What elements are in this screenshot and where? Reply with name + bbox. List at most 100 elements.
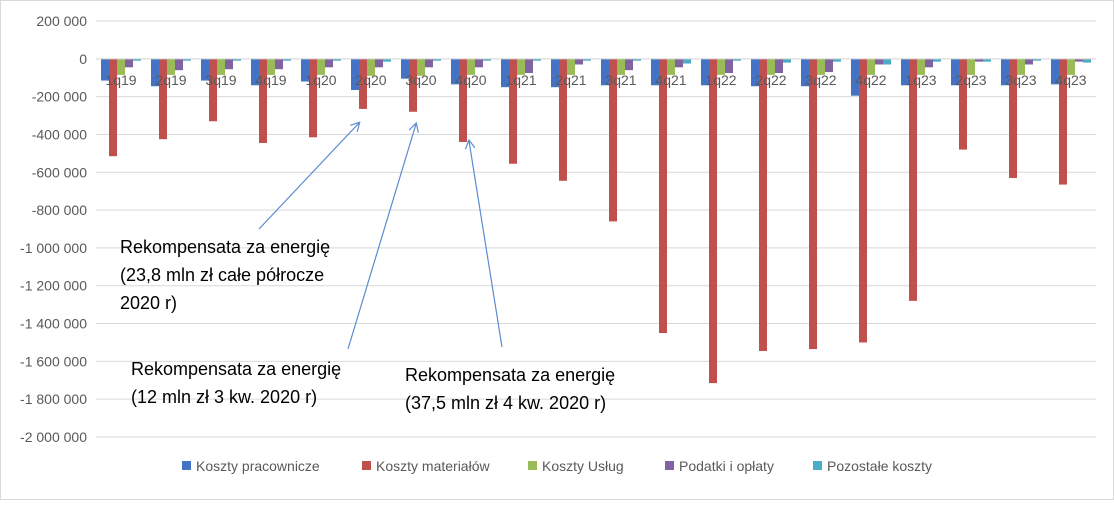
bar-koszty-materialow: [159, 58, 167, 140]
bar-koszty-pracownicze: [401, 58, 409, 79]
bar-pozostale-koszty: [733, 58, 741, 61]
bar-koszty-uslug: [667, 58, 675, 75]
y-tick-label: 200 000: [36, 13, 87, 29]
annotation-line: (23,8 mln zł całe półrocze: [120, 265, 324, 285]
bar-pozostale-koszty: [633, 58, 641, 61]
bar-pozostale-koszty: [133, 58, 141, 61]
legend-label-podatki-i-oplaty: Podatki i opłaty: [679, 458, 774, 474]
x-category-label: 1q23: [905, 72, 936, 88]
bar-koszty-uslug: [617, 58, 625, 75]
bar-koszty-materialow: [309, 58, 317, 138]
bar-koszty-materialow: [659, 58, 667, 334]
bar-koszty-uslug: [517, 58, 525, 75]
bar-koszty-uslug: [967, 58, 975, 75]
bar-pozostale-koszty: [233, 58, 241, 61]
bar-koszty-materialow: [609, 58, 617, 222]
bar-podatki-i-oplaty: [525, 58, 533, 73]
bar-koszty-pracownicze: [651, 58, 659, 86]
bar-koszty-uslug: [467, 58, 475, 75]
bar-koszty-pracownicze: [451, 58, 459, 85]
bar-koszty-pracownicze: [501, 58, 509, 88]
bar-koszty-uslug: [217, 58, 225, 75]
bar-koszty-uslug: [317, 58, 325, 75]
y-tick-label: -200 000: [32, 89, 87, 105]
x-category-label: 2q23: [955, 72, 986, 88]
annotation-arrow: [347, 124, 416, 350]
legend-swatch-podatki-i-oplaty: [665, 461, 674, 470]
bar-podatki-i-oplaty: [625, 58, 633, 71]
bar-podatki-i-oplaty: [1075, 58, 1083, 62]
bar-koszty-pracownicze: [851, 58, 859, 96]
bar-koszty-uslug: [717, 58, 725, 75]
x-category-label: 1q21: [505, 72, 536, 88]
bar-koszty-uslug: [767, 58, 775, 75]
x-category-label: 1q22: [705, 72, 736, 88]
bar-koszty-materialow: [1059, 58, 1067, 185]
bar-koszty-materialow: [909, 58, 917, 301]
bar-pozostale-koszty: [483, 58, 491, 61]
bar-koszty-materialow: [1009, 58, 1017, 178]
bar-koszty-pracownicze: [101, 58, 109, 81]
annotation-line: Rekompensata za energię: [120, 237, 330, 257]
x-category-label: 3q20: [405, 72, 436, 88]
bar-koszty-materialow: [509, 58, 517, 164]
bar-pozostale-koszty: [533, 58, 541, 61]
bar-pozostale-koszty: [1083, 58, 1091, 63]
annotations: Rekompensata za energię (23,8 mln zł całe…: [120, 123, 615, 413]
bar-koszty-pracownicze: [701, 58, 709, 86]
bar-koszty-pracownicze: [801, 58, 809, 87]
annotation-line: 2020 r): [120, 293, 177, 313]
bar-koszty-pracownicze: [1051, 58, 1059, 85]
bar-koszty-materialow: [359, 58, 367, 109]
bar-podatki-i-oplaty: [825, 58, 833, 73]
y-tick-label: 0: [79, 51, 87, 67]
x-category-label: 4q19: [255, 72, 286, 88]
y-tick-label: -600 000: [32, 164, 87, 180]
bar-podatki-i-oplaty: [775, 58, 783, 73]
bar-koszty-materialow: [759, 58, 767, 351]
legend-label-pozostale-koszty: Pozostałe koszty: [827, 458, 932, 474]
x-category-label: 1q19: [105, 72, 136, 88]
x-category-label: 4q20: [455, 72, 486, 88]
legend-label-koszty-materialow: Koszty materiałów: [376, 458, 490, 474]
bar-pozostale-koszty: [333, 58, 341, 61]
y-axis-ticks: 200 000 0 -200 000 -400 000 -600 000 -800 000…: [20, 13, 87, 445]
bars: [101, 58, 1091, 384]
y-tick-label: -1 600 000: [20, 353, 87, 369]
bar-podatki-i-oplaty: [225, 58, 233, 70]
bar-koszty-materialow: [709, 58, 717, 384]
x-category-label: 2q19: [155, 72, 186, 88]
annotation-line: Rekompensata za energię: [131, 359, 341, 379]
y-tick-label: -800 000: [32, 202, 87, 218]
bar-podatki-i-oplaty: [975, 58, 983, 62]
bar-koszty-materialow: [559, 58, 567, 181]
y-tick-label: -400 000: [32, 126, 87, 142]
bar-koszty-uslug: [1067, 58, 1075, 75]
bar-koszty-uslug: [117, 58, 125, 75]
bar-podatki-i-oplaty: [375, 58, 383, 68]
legend-label-koszty-uslug: Koszty Usług: [542, 458, 624, 474]
x-category-label: 3q21: [605, 72, 636, 88]
y-tick-label: -2 000 000: [20, 429, 87, 445]
bar-koszty-uslug: [817, 58, 825, 75]
bar-koszty-pracownicze: [901, 58, 909, 86]
bar-koszty-pracownicze: [751, 58, 759, 87]
bar-koszty-uslug: [167, 58, 175, 75]
bar-podatki-i-oplaty: [675, 58, 683, 68]
bar-koszty-uslug: [917, 58, 925, 75]
legend-swatch-pozostale-koszty: [813, 461, 822, 470]
bar-pozostale-koszty: [583, 58, 591, 61]
legend-swatch-koszty-materialow: [362, 461, 371, 470]
bar-koszty-materialow: [809, 58, 817, 350]
bar-pozostale-koszty: [283, 58, 291, 61]
annotation-arrow: [469, 141, 503, 348]
category-labels: 1q19 2q19 3q19 4q19 1q20 2q20 3q20 4q20 1q21 2q21…: [105, 72, 1086, 88]
bar-koszty-pracownicze: [951, 58, 959, 86]
bar-koszty-pracownicze: [551, 58, 559, 88]
bar-pozostale-koszty: [433, 58, 441, 61]
bar-pozostale-koszty: [983, 58, 991, 62]
bar-podatki-i-oplaty: [575, 58, 583, 65]
legend: Koszty pracownicze Koszty materiałów Koszt…: [182, 458, 932, 474]
